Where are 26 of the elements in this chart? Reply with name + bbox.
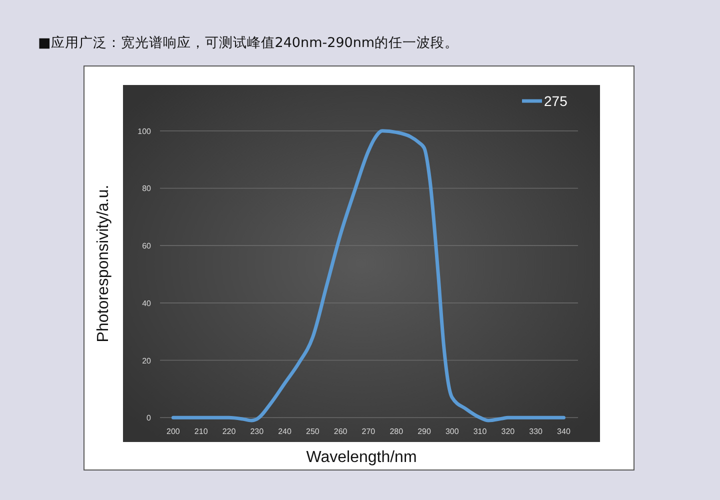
y-tick-label: 80	[142, 184, 152, 194]
x-tick-label: 280	[390, 427, 404, 436]
x-tick-label: 210	[194, 427, 208, 436]
x-tick-label: 330	[529, 427, 544, 436]
y-tick-label: 20	[142, 356, 152, 366]
line-series	[171, 129, 566, 422]
x-tick-label: 300	[445, 427, 460, 436]
x-tick-label: 310	[473, 427, 488, 436]
y-tick-label: 0	[146, 414, 152, 423]
x-tick-label: 270	[362, 427, 376, 436]
x-axis-title: Wavelength/nm	[306, 449, 417, 466]
x-tick-label: 230	[250, 427, 264, 436]
x-tick-label: 290	[418, 427, 432, 436]
y-tick-label: 60	[142, 242, 152, 251]
x-tick-label: 260	[334, 427, 348, 436]
x-tick-label: 340	[557, 427, 571, 436]
x-tick-label: 220	[222, 427, 236, 436]
x-tick-label: 240	[278, 427, 292, 436]
legend-label: 275	[544, 93, 568, 109]
x-tick-label: 250	[306, 427, 320, 436]
x-tick-label: 320	[501, 427, 516, 436]
chart-title: ■应用广泛：宽光谱响应，可测试峰值240nm-290nm的任一波段。	[38, 35, 459, 51]
y-axis-title: Photoresponsivity/a.u.	[95, 184, 112, 342]
x-tick-label: 200	[166, 427, 180, 436]
y-tick-label: 100	[138, 126, 152, 136]
y-tick-label: 40	[142, 298, 152, 308]
